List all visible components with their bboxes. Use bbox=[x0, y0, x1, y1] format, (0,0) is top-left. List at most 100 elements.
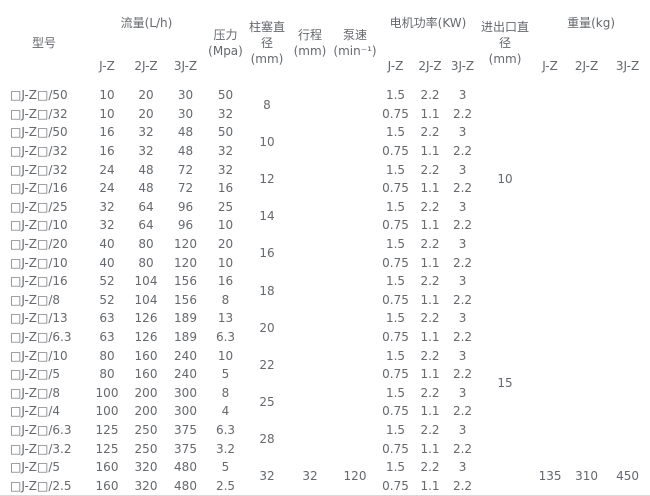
header-model: 型号 bbox=[31, 36, 56, 50]
cell-pressure: 10 bbox=[217, 218, 234, 233]
cell-flow-j-z: 16 bbox=[99, 144, 115, 159]
cell-pressure: 5 bbox=[221, 460, 230, 475]
cell-flow-j-z: 125 bbox=[95, 422, 119, 437]
cell-flow-2j-z: 160 bbox=[134, 367, 158, 382]
cell-model: □J-Z□/16 bbox=[10, 274, 68, 289]
cell-power-j-z: 1.5 bbox=[385, 125, 406, 140]
cell-power-j-z: 0.75 bbox=[382, 441, 409, 456]
cell-flow-j-z: 52 bbox=[99, 274, 115, 289]
table-row: □J-Z□/50 10 20 30 50 8 1.5 2.2 3 10 bbox=[0, 86, 650, 186]
cell-power-3j-z: 3 bbox=[458, 311, 467, 326]
cell-model: □J-Z□/10 bbox=[10, 255, 68, 270]
cell-power-2j-z: 1.1 bbox=[420, 144, 440, 159]
cell-flow-2j-z: 32 bbox=[138, 144, 154, 159]
cell-power-j-z: 1.5 bbox=[385, 385, 406, 400]
cell-plunger-diameter: 18 bbox=[259, 283, 275, 298]
cell-pressure: 10 bbox=[217, 348, 234, 363]
cell-power-2j-z: 1.1 bbox=[420, 181, 440, 196]
cell-flow-2j-z: 104 bbox=[134, 274, 158, 289]
cell-stroke-empty bbox=[288, 86, 332, 458]
cell-power-3j-z: 2.2 bbox=[452, 255, 473, 270]
cell-power-2j-z: 1.1 bbox=[420, 404, 440, 419]
cell-flow-3j-z: 375 bbox=[174, 441, 197, 456]
cell-power-3j-z: 3 bbox=[458, 125, 467, 140]
cell-flow-j-z: 160 bbox=[95, 478, 119, 493]
cell-flow-j-z: 24 bbox=[99, 181, 115, 196]
table-row: □J-Z□/20 40 80 120 20 16 1.5 2.2 3 bbox=[0, 235, 650, 260]
cell-flow-2j-z: 48 bbox=[138, 162, 154, 177]
cell-pressure: 20 bbox=[217, 237, 234, 252]
cell-flow-j-z: 52 bbox=[99, 292, 115, 307]
table-row: □J-Z□/2.5 160 320 480 2.5 0.75 1.1 2.2 bbox=[0, 476, 650, 495]
cell-power-2j-z: 2.2 bbox=[420, 311, 440, 326]
cell-flow-3j-z: 48 bbox=[177, 144, 194, 159]
table-row: □J-Z□/16 52 104 156 16 18 1.5 2.2 3 15 bbox=[0, 272, 650, 390]
cell-power-j-z: 1.5 bbox=[385, 199, 406, 214]
cell-flow-j-z: 32 bbox=[99, 218, 115, 233]
table-row: □J-Z□/5 160 320 480 5 32 32 120 1.5 2.2 3 135 310 450 bbox=[0, 458, 650, 483]
cell-flow-2j-z: 320 bbox=[134, 460, 158, 475]
header-pump-speed: 泵速 (min⁻¹) bbox=[333, 27, 377, 58]
cell-pressure: 5 bbox=[221, 367, 230, 382]
cell-power-3j-z: 3 bbox=[458, 460, 467, 475]
cell-flow-3j-z: 240 bbox=[174, 367, 197, 382]
cell-flow-3j-z: 72 bbox=[177, 181, 194, 196]
subheader-power-2jz: 2J-Z bbox=[418, 59, 442, 73]
cell-flow-3j-z: 72 bbox=[177, 162, 194, 177]
cell-plunger-diameter: 12 bbox=[259, 171, 275, 186]
cell-plunger-diameter: 20 bbox=[259, 320, 275, 335]
cell-flow-2j-z: 48 bbox=[138, 181, 154, 196]
cell-flow-j-z: 10 bbox=[99, 88, 115, 103]
cell-flow-3j-z: 96 bbox=[177, 199, 194, 214]
cell-model: □J-Z□/13 bbox=[10, 311, 68, 326]
cell-pressure: 3.2 bbox=[215, 441, 236, 456]
cell-model: □J-Z□/32 bbox=[10, 162, 68, 177]
cell-flow-3j-z: 156 bbox=[174, 292, 197, 307]
cell-flow-j-z: 125 bbox=[95, 441, 119, 456]
cell-power-2j-z: 1.1 bbox=[420, 106, 440, 121]
cell-power-3j-z: 2.2 bbox=[452, 404, 473, 419]
cell-power-2j-z: 2.2 bbox=[420, 348, 440, 363]
cell-flow-2j-z: 64 bbox=[138, 218, 154, 233]
cell-flow-3j-z: 30 bbox=[177, 88, 194, 103]
header-stroke: 行程 (mm) bbox=[293, 27, 327, 58]
cell-pressure: 32 bbox=[217, 106, 234, 121]
cell-model: □J-Z□/10 bbox=[10, 218, 68, 233]
cell-flow-2j-z: 200 bbox=[134, 404, 158, 419]
header-pressure: 压力 (Mpa) bbox=[208, 27, 243, 58]
cell-flow-3j-z: 156 bbox=[174, 274, 197, 289]
cell-power-3j-z: 3 bbox=[458, 199, 467, 214]
cell-pressure: 32 bbox=[217, 144, 234, 159]
table-row: □J-Z□/3.2 125 250 375 3.2 0.75 1.1 2.2 bbox=[0, 439, 650, 458]
cell-power-2j-z: 1.1 bbox=[420, 478, 440, 493]
cell-power-j-z: 1.5 bbox=[385, 460, 406, 475]
cell-power-2j-z: 2.2 bbox=[420, 88, 440, 103]
subheader-flow-jz: J-Z bbox=[99, 59, 115, 73]
cell-flow-j-z: 160 bbox=[95, 460, 119, 475]
header-flow-group: 流量(L/h) bbox=[120, 16, 173, 30]
cell-model: □J-Z□/6.3 bbox=[10, 422, 72, 437]
cell-flow-2j-z: 250 bbox=[134, 422, 158, 437]
cell-flow-2j-z: 80 bbox=[138, 255, 154, 270]
cell-flow-2j-z: 20 bbox=[138, 88, 154, 103]
table-body: □J-Z□/50 10 20 30 50 8 1.5 2.2 3 10 □J-Z□/32 10 20 30… bbox=[0, 86, 650, 495]
table-row: □J-Z□/25 32 64 96 25 14 1.5 2.2 3 bbox=[0, 198, 650, 223]
cell-model: □J-Z□/10 bbox=[10, 348, 68, 363]
cell-model: □J-Z□/50 bbox=[10, 125, 68, 140]
cell-flow-3j-z: 96 bbox=[177, 218, 194, 233]
cell-pressure: 25 bbox=[217, 199, 234, 214]
table-row: □J-Z□/6.3 125 250 375 6.3 28 1.5 2.2 3 bbox=[0, 421, 650, 446]
subheader-weight-2jz: 2J-Z bbox=[574, 59, 599, 73]
cell-flow-3j-z: 480 bbox=[174, 460, 197, 475]
cell-pressure: 50 bbox=[217, 125, 234, 140]
cell-pressure: 4 bbox=[221, 404, 230, 419]
cell-model: □J-Z□/2.5 bbox=[10, 478, 72, 493]
cell-flow-j-z: 10 bbox=[99, 106, 115, 121]
cell-flow-3j-z: 375 bbox=[174, 422, 197, 437]
cell-power-2j-z: 2.2 bbox=[420, 460, 440, 475]
cell-flow-2j-z: 126 bbox=[134, 311, 158, 326]
cell-power-j-z: 1.5 bbox=[385, 348, 406, 363]
cell-flow-2j-z: 320 bbox=[134, 478, 158, 493]
cell-power-3j-z: 2.2 bbox=[452, 292, 473, 307]
cell-plunger-diameter: 25 bbox=[259, 395, 275, 410]
